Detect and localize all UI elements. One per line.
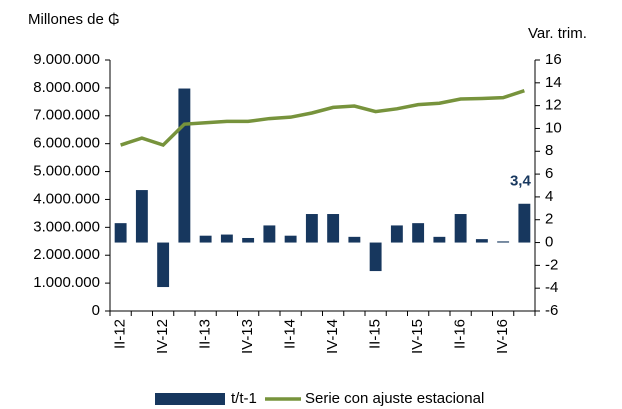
bar <box>114 223 127 243</box>
bar <box>135 190 148 243</box>
y-tick-label: 2.000.000 <box>33 246 100 263</box>
x-tick-label: IV-16 <box>494 319 511 354</box>
x-tick-label: II-16 <box>452 319 469 349</box>
y-tick-label: 7.000.000 <box>33 107 100 124</box>
x-tick-label: II-14 <box>282 319 299 349</box>
y2-tick-label: 6 <box>545 165 553 182</box>
y2-tick-label: -6 <box>545 302 558 319</box>
y2-axis-label: Var. trim. <box>528 25 587 42</box>
y-tick-label: 8.000.000 <box>33 79 100 96</box>
x-tick-label: II-13 <box>197 319 214 349</box>
y-tick-label: 9.000.000 <box>33 51 100 68</box>
y-tick-label: 3.000.000 <box>33 218 100 235</box>
y2-tick-label: 14 <box>545 74 562 91</box>
y2-tick-label: 16 <box>545 51 562 68</box>
line <box>120 89 525 148</box>
y-axis-label: Millones de ₲ <box>28 11 120 28</box>
x-tick-label: II-12 <box>112 319 129 349</box>
bar <box>348 236 361 243</box>
y-tick-label: 4.000.000 <box>33 190 100 207</box>
y2-tick-label: 4 <box>545 188 553 205</box>
y-tick-label: 6.000.000 <box>33 135 100 152</box>
legend-label: t/t-1 <box>231 390 257 407</box>
x-tick-label: IV-15 <box>409 319 426 354</box>
bar <box>220 234 233 243</box>
bar <box>518 203 531 243</box>
y-tick-label: 1.000.000 <box>33 274 100 291</box>
bar <box>433 236 446 243</box>
y2-tick-label: 2 <box>545 211 553 228</box>
y2-tick-label: 10 <box>545 119 562 136</box>
bar <box>284 235 297 243</box>
data-label: 3,4 <box>510 173 532 190</box>
y2-tick-label: -4 <box>545 279 558 296</box>
y2-tick-label: 0 <box>545 234 553 251</box>
legend-swatch <box>155 393 225 405</box>
bar <box>305 214 318 243</box>
y2-tick-label: -2 <box>545 256 558 273</box>
bar <box>242 237 255 243</box>
y-tick-label: 5.000.000 <box>33 163 100 180</box>
x-tick-label: IV-12 <box>154 319 171 354</box>
bar <box>327 214 340 243</box>
x-tick-label: IV-13 <box>239 319 256 354</box>
bar <box>178 88 191 243</box>
bar <box>497 241 510 243</box>
bar <box>157 242 170 288</box>
bar <box>263 225 276 243</box>
bar <box>390 225 403 243</box>
x-tick-label: IV-14 <box>324 319 341 354</box>
x-tick-label: II-15 <box>367 319 384 349</box>
y2-tick-label: 8 <box>545 142 553 159</box>
y2-tick-label: 12 <box>545 97 562 114</box>
bar <box>369 242 382 272</box>
y-tick-label: 0 <box>92 302 100 319</box>
bar <box>454 214 467 243</box>
bar <box>475 239 488 243</box>
bar <box>199 235 212 243</box>
bar <box>412 223 425 243</box>
legend-label: Serie con ajuste estacional <box>305 390 484 407</box>
